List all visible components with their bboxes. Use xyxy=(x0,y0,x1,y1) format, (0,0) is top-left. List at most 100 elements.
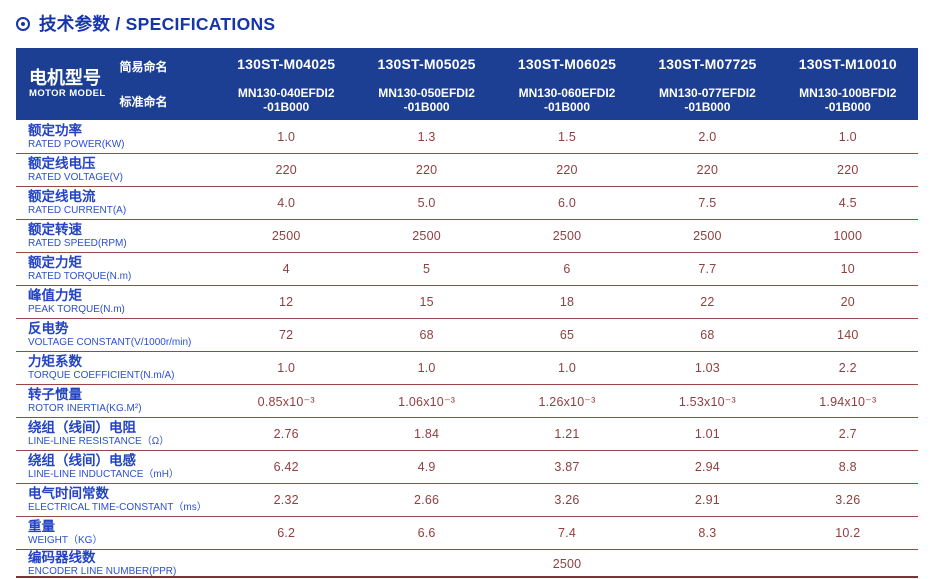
column-header-standard: MN130-077EFDI2 -01B000 xyxy=(637,80,777,120)
row-label: 反电势 VOLTAGE CONSTANT(V/1000r/min) xyxy=(16,319,216,351)
row-value: 2500 xyxy=(412,229,441,243)
table-row: 绕组（线间）电感 LINE-LINE INDUCTANCE（mH） 6.42 4… xyxy=(16,450,918,483)
standard-name-line1: MN130-100BFDI2 xyxy=(799,85,897,100)
row-label: 力矩系数 TORQUE COEFFICIENT(N.m/A) xyxy=(16,352,216,384)
row-label-zh: 峰值力矩 xyxy=(28,288,82,304)
row-label-en: ENCODER LINE NUMBER(PPR) xyxy=(28,566,177,578)
row-value: 6.0 xyxy=(558,196,576,210)
row-value: 6.6 xyxy=(417,526,436,540)
row-label-en: ELECTRICAL TIME-CONSTANT（ms） xyxy=(28,502,207,514)
row-label: 绕组（线间）电感 LINE-LINE INDUCTANCE（mH） xyxy=(16,451,216,483)
standard-name-line1: MN130-040EFDI2 xyxy=(237,85,335,100)
row-value: 2.2 xyxy=(838,361,857,375)
standard-name-line2: -01B000 xyxy=(684,100,731,114)
row-value: 10 xyxy=(840,262,855,276)
row-label-en: LINE-LINE RESISTANCE（Ω） xyxy=(28,436,170,448)
table-row: 力矩系数 TORQUE COEFFICIENT(N.m/A) 1.0 1.0 1… xyxy=(16,351,918,384)
row-value: 2500 xyxy=(552,229,582,243)
row-label-en: RATED VOLTAGE(V) xyxy=(28,172,124,184)
row-label: 编码器线数 ENCODER LINE NUMBER(PPR) xyxy=(16,550,216,577)
standard-name-line2: -01B000 xyxy=(824,100,871,114)
row-value: 8.3 xyxy=(698,526,717,540)
standard-name-line2: -01B000 xyxy=(543,100,590,114)
column-header-simple: 130ST-M10010 xyxy=(798,56,897,72)
table-row: 转子惯量 ROTOR INERTIA(KG.M²) 0.85x10⁻³ 1.06… xyxy=(16,384,918,417)
row-value: 2500 xyxy=(271,229,301,243)
row-value: 15 xyxy=(419,295,434,309)
standard-naming-label: 标准命名 xyxy=(119,95,168,109)
row-value: 2.7 xyxy=(838,427,857,441)
row-value: 220 xyxy=(415,163,438,177)
row-value: 220 xyxy=(275,163,297,177)
row-value: 68 xyxy=(419,328,434,342)
row-value: 1.84 xyxy=(414,427,440,441)
standard-name-line2: -01B000 xyxy=(263,100,310,114)
row-label-en: RATED TORQUE(N.m) xyxy=(28,271,132,283)
row-label: 重量 WEIGHT（KG） xyxy=(16,517,216,549)
row-value: 220 xyxy=(837,163,859,177)
row-label-zh: 额定转速 xyxy=(28,222,82,238)
column-header-simple: 130ST-M06025 xyxy=(517,56,617,72)
row-value: 220 xyxy=(696,163,719,177)
row-label: 额定线电压 RATED VOLTAGE(V) xyxy=(16,154,216,186)
column-header-standard: MN130-040EFDI2 -01B000 xyxy=(216,80,356,120)
row-value: 1.0 xyxy=(277,129,296,144)
row-label-zh: 绕组（线间）电阻 xyxy=(28,420,136,436)
row-label-en: LINE-LINE INDUCTANCE（mH） xyxy=(28,469,179,481)
row-label-en: RATED SPEED(RPM) xyxy=(28,238,127,250)
row-value: 2.0 xyxy=(698,129,717,144)
column-header-standard: MN130-060EFDI2 -01B000 xyxy=(497,80,637,120)
motor-model-en: MOTOR MODEL xyxy=(29,88,106,100)
row-value: 7.7 xyxy=(698,262,717,276)
row-label: 额定功率 RATED POWER(KW) xyxy=(16,120,216,153)
section-title-bar: 技术参数 / SPECIFICATIONS xyxy=(16,11,932,36)
row-value: 5.0 xyxy=(417,196,436,210)
row-value-merged: 2500 xyxy=(552,556,582,571)
row-value: 1.03 xyxy=(694,361,720,375)
row-label: 电气时间常数 ELECTRICAL TIME-CONSTANT（ms） xyxy=(16,484,216,516)
row-value: 2.66 xyxy=(414,493,440,507)
row-value: 20 xyxy=(840,295,855,309)
row-value: 6.42 xyxy=(273,460,299,474)
row-label-zh: 额定力矩 xyxy=(28,255,82,271)
table-row: 电气时间常数 ELECTRICAL TIME-CONSTANT（ms） 2.32… xyxy=(16,483,918,516)
row-label-zh: 额定线电流 xyxy=(28,189,96,205)
row-value: 7.4 xyxy=(558,526,576,540)
standard-name-line2: -01B000 xyxy=(403,100,450,114)
table-row: 额定线电流 RATED CURRENT(A) 4.0 5.0 6.0 7.5 4… xyxy=(16,186,918,219)
row-value: 1000 xyxy=(833,229,863,243)
row-value: 1.21 xyxy=(554,427,580,441)
row-value: 3.87 xyxy=(554,460,580,474)
table-row: 反电势 VOLTAGE CONSTANT(V/1000r/min) 72 68 … xyxy=(16,318,918,351)
row-value: 140 xyxy=(837,328,859,342)
row-label-en: WEIGHT（KG） xyxy=(28,535,103,547)
motor-model-title: 电机型号 MOTOR MODEL xyxy=(29,68,106,100)
standard-name-line1: MN130-077EFDI2 xyxy=(659,85,756,100)
row-value: 4 xyxy=(282,262,290,276)
column-header-simple: 130ST-M07725 xyxy=(658,56,757,72)
table-row: 额定功率 RATED POWER(KW) 1.0 1.3 1.5 2.0 1.0 xyxy=(16,120,918,153)
row-value: 2.94 xyxy=(694,460,720,474)
row-value: 6 xyxy=(563,262,571,276)
row-value: 3.26 xyxy=(835,493,861,507)
specifications-page: 技术参数 / SPECIFICATIONS 电机型号 MOTOR MODEL 简… xyxy=(0,11,932,579)
row-value: 4.0 xyxy=(277,196,296,210)
row-label-en: PEAK TORQUE(N.m) xyxy=(28,304,125,316)
row-value: 1.0 xyxy=(277,361,296,375)
table-row-encoder: 编码器线数 ENCODER LINE NUMBER(PPR) 2500 xyxy=(16,549,918,577)
spec-table: 电机型号 MOTOR MODEL 简易命名 标准命名 130ST-M04025 … xyxy=(16,48,918,578)
row-value: 4.9 xyxy=(417,460,436,474)
table-row: 重量 WEIGHT（KG） 6.2 6.6 7.4 8.3 10.2 xyxy=(16,516,918,549)
row-value: 4.5 xyxy=(838,196,857,210)
row-label-en: RATED CURRENT(A) xyxy=(28,205,127,217)
row-value: 1.0 xyxy=(558,361,576,375)
row-value: 65 xyxy=(559,328,575,342)
row-label-zh: 转子惯量 xyxy=(28,387,82,403)
naming-labels: 简易命名 标准命名 xyxy=(120,56,168,112)
table-row: 额定转速 RATED SPEED(RPM) 2500 2500 2500 250… xyxy=(16,219,918,252)
row-value: 220 xyxy=(556,163,578,177)
standard-name-line1: MN130-060EFDI2 xyxy=(518,85,616,100)
row-label-zh: 反电势 xyxy=(28,321,69,337)
row-value: 2.91 xyxy=(694,493,720,507)
table-row: 额定线电压 RATED VOLTAGE(V) 220 220 220 220 2… xyxy=(16,153,918,186)
